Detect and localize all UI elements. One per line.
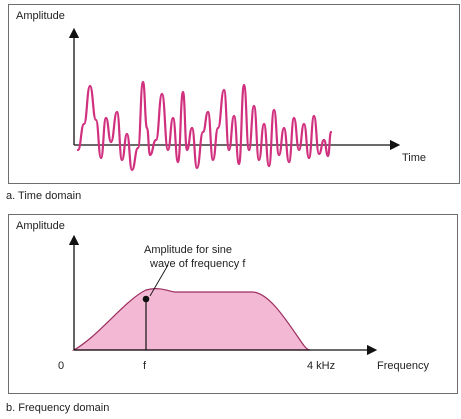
- frequency-axis-label: Frequency: [377, 360, 429, 372]
- f-tick-label: f: [143, 360, 147, 372]
- f-marker-point: [142, 295, 150, 303]
- time-domain-panel: [8, 4, 460, 184]
- annotation-line-1: Amplitude for sine: [144, 244, 233, 256]
- time-waveform: [76, 80, 333, 172]
- annotation-leader-line: [149, 264, 169, 297]
- 4khz-tick-label: 4 kHz: [307, 360, 336, 372]
- time-axis-label: Time: [402, 152, 427, 164]
- frequency-amplitude-label: Amplitude: [16, 220, 65, 232]
- frequency-domain-caption: b. Frequency domain: [6, 402, 110, 414]
- origin-tick-label: 0: [58, 360, 65, 372]
- frequency-spectrum-area: [71, 288, 311, 351]
- time-amplitude-label: Amplitude: [16, 10, 65, 22]
- time-domain-caption: a. Time domain: [6, 190, 82, 202]
- annotation-line-2: wave of frequency f: [150, 258, 246, 270]
